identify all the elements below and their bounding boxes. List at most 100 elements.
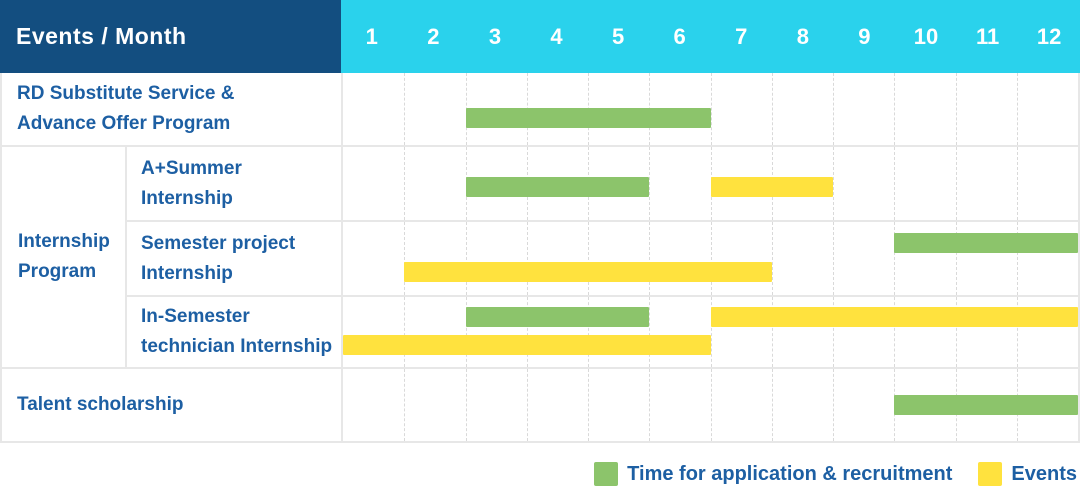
row-in-semester-technician-internship: In-Semester technician Internship xyxy=(127,295,1078,367)
row-talent-scholarship: Talent scholarship xyxy=(2,367,1078,441)
row-label-semester-project: Semester project Internship xyxy=(127,222,343,295)
month-gridline xyxy=(771,369,773,441)
month-gridline xyxy=(1016,73,1018,145)
row-label-rd-substitute: RD Substitute Service & Advance Offer Pr… xyxy=(2,73,343,145)
row-label-line: technician Internship xyxy=(141,336,333,357)
row-label-line: Semester project xyxy=(141,232,296,254)
table-header-row: Events / Month 1 2 3 4 5 6 7 8 9 10 11 12 xyxy=(0,0,1080,73)
month-gridline xyxy=(710,73,712,145)
bar-application xyxy=(894,395,1078,415)
month-gridline xyxy=(526,297,528,367)
month-header-cell-9: 9 xyxy=(858,23,871,49)
month-gridline xyxy=(710,369,712,441)
month-gridline xyxy=(649,222,651,295)
month-gridline xyxy=(588,297,589,367)
row-label-in-semester-technician: In-Semester technician Internship xyxy=(127,297,343,367)
month-header-cell-11: 11 xyxy=(975,23,1000,49)
legend-label-application: Time for application & recruitment xyxy=(627,462,953,485)
row-label-line: Advance Offer Program xyxy=(17,113,231,134)
legend-label-events: Events xyxy=(1011,462,1077,485)
row-rd-substitute: RD Substitute Service & Advance Offer Pr… xyxy=(2,73,1078,145)
month-gridline xyxy=(894,147,896,220)
month-gridline xyxy=(894,73,896,145)
month-gridline xyxy=(833,369,834,441)
month-gridline xyxy=(649,369,651,441)
month-gridline xyxy=(894,297,896,367)
bar-application xyxy=(465,307,650,327)
chart-area-rd-substitute xyxy=(343,73,1078,145)
bar-events xyxy=(710,307,1078,327)
month-gridline xyxy=(404,369,406,441)
bar-events xyxy=(404,262,772,282)
month-gridline xyxy=(833,222,834,295)
month-gridline xyxy=(771,73,773,145)
month-gridline xyxy=(465,297,467,367)
month-gridline xyxy=(526,369,528,441)
month-gridline xyxy=(404,147,406,220)
legend-swatch-application-icon xyxy=(594,462,619,486)
month-gridline xyxy=(465,222,467,295)
legend: Time for application & recruitment Event… xyxy=(0,462,1080,486)
month-gridline xyxy=(710,297,712,367)
row-label-line: RD Substitute Service & xyxy=(17,83,235,104)
month-gridline xyxy=(404,73,406,145)
month-header: 1 2 3 4 5 6 7 8 9 10 11 12 xyxy=(341,0,1080,73)
chart-area-semester-project xyxy=(343,222,1078,295)
row-semester-project-internship: Semester project Internship xyxy=(127,220,1078,295)
month-gridline xyxy=(588,222,589,295)
row-label-talent-scholarship: Talent scholarship xyxy=(2,369,343,441)
group-label-internship-program: Internship Program xyxy=(2,147,127,367)
group-subrows: A+Summer Internship Semester project Int… xyxy=(127,147,1078,367)
month-header-cell-7: 7 xyxy=(735,23,748,49)
group-label-line: Internship xyxy=(18,231,110,252)
row-label-line: Talent scholarship xyxy=(17,394,184,415)
month-gridline xyxy=(1016,297,1018,367)
month-gridline xyxy=(465,369,467,441)
chart-area-talent-scholarship xyxy=(343,369,1078,441)
month-header-cell-10: 10 xyxy=(913,23,939,49)
month-gridline xyxy=(1016,147,1018,220)
month-gridline xyxy=(833,73,834,145)
bar-events xyxy=(343,335,711,355)
group-label-line: Program xyxy=(18,261,97,282)
month-header-cell-12: 12 xyxy=(1036,23,1062,49)
month-header-cell-4: 4 xyxy=(550,23,563,49)
table-body: RD Substitute Service & Advance Offer Pr… xyxy=(0,73,1080,443)
month-gridline xyxy=(894,222,896,295)
month-gridline xyxy=(404,222,406,295)
month-header-cell-2: 2 xyxy=(427,23,440,49)
row-label-line: Internship xyxy=(141,262,233,284)
row-label-line: A+Summer xyxy=(141,157,242,179)
chart-area-a-plus-summer xyxy=(343,147,1078,220)
month-header-cell-5: 5 xyxy=(611,23,625,49)
header-title-cell: Events / Month xyxy=(0,0,341,73)
month-gridline xyxy=(955,222,957,295)
chart-area-in-semester-technician xyxy=(343,297,1078,367)
bar-application xyxy=(465,177,650,197)
month-gridline xyxy=(404,297,406,367)
row-label-a-plus-summer: A+Summer Internship xyxy=(127,147,343,220)
group-internship-program: Internship Program A+Summer Internship S… xyxy=(2,145,1078,367)
month-gridline xyxy=(833,147,834,220)
month-gridline xyxy=(526,222,528,295)
month-gridline xyxy=(649,297,651,367)
month-gridline xyxy=(771,297,773,367)
header-title: Events / Month xyxy=(16,23,187,49)
month-gridline xyxy=(1016,222,1018,295)
month-gridline xyxy=(955,297,957,367)
legend-swatch-events-icon xyxy=(978,462,1003,486)
month-gridline xyxy=(955,147,957,220)
month-gridline xyxy=(649,147,651,220)
month-header-cell-6: 6 xyxy=(673,23,686,49)
month-header-cell-8: 8 xyxy=(796,23,809,49)
month-gridline xyxy=(588,369,589,441)
month-gridline xyxy=(833,297,834,367)
bar-application xyxy=(894,233,1078,253)
month-gridline xyxy=(710,222,712,295)
bar-application xyxy=(465,108,711,128)
month-gridline xyxy=(955,73,957,145)
month-header-cell-3: 3 xyxy=(488,23,502,49)
row-label-line: In-Semester xyxy=(141,306,250,327)
bar-events xyxy=(710,177,833,197)
